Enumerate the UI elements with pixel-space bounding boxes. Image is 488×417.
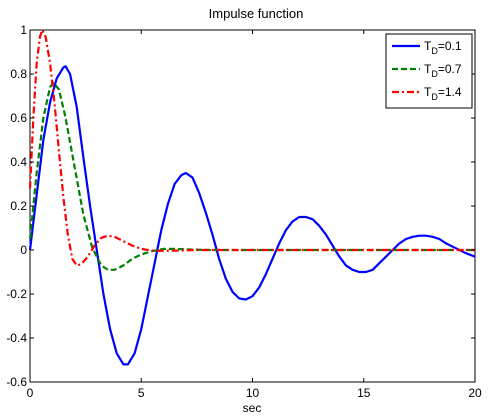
axis-ticks: 0 5 10 15 20 -0.6 -0.4 -0.2 0 0.2 0.4 0.6 0.8 1 <box>6 23 482 400</box>
y-tick-label: -0.6 <box>6 375 27 389</box>
legend-label-2: TD=1.4 <box>424 85 462 102</box>
y-tick-label: 0.6 <box>10 111 27 125</box>
y-tick-label: 0.8 <box>10 67 27 81</box>
x-tick-label: 10 <box>246 386 260 400</box>
legend-label-1: TD=0.7 <box>424 62 462 79</box>
y-tick-label: 1 <box>20 23 27 37</box>
series-layer <box>28 28 476 366</box>
y-tick-label: 0.4 <box>10 155 27 169</box>
legend: TD=0.1 TD=0.7 TD=1.4 <box>385 33 473 109</box>
y-tick-label: -0.4 <box>6 331 27 345</box>
x-tick-label: 5 <box>138 386 145 400</box>
x-tick-label: 0 <box>27 386 34 400</box>
series-line-0 <box>28 65 476 366</box>
x-axis-label: sec <box>243 401 262 415</box>
x-tick-label: 15 <box>357 386 371 400</box>
series-line-2 <box>28 28 475 267</box>
chart-title: Impulse function <box>209 6 304 21</box>
y-tick-label: -0.2 <box>6 287 27 301</box>
y-tick-label: 0 <box>20 243 27 257</box>
x-tick-label: 20 <box>468 386 482 400</box>
legend-label-0: TD=0.1 <box>424 39 462 56</box>
y-tick-label: 0.2 <box>10 199 27 213</box>
